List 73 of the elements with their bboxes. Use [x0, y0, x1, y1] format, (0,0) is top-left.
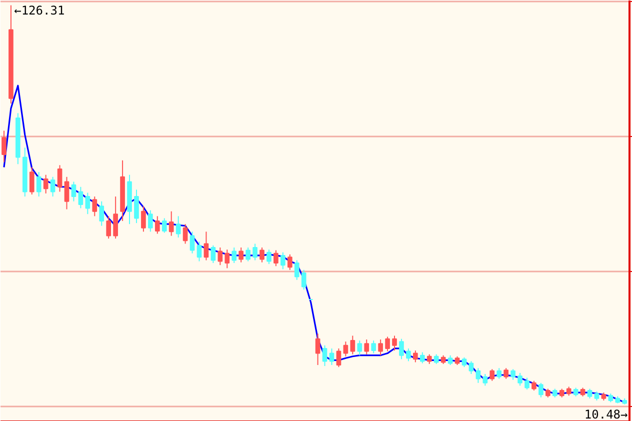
candlestick — [141, 206, 146, 232]
candlestick — [468, 360, 474, 374]
candlestick — [218, 247, 223, 266]
candlestick — [204, 231, 209, 261]
candlestick — [406, 348, 411, 362]
candlestick — [420, 352, 425, 364]
candlestick — [322, 344, 328, 367]
candlestick — [260, 247, 264, 263]
candlestick — [29, 166, 34, 195]
candlestick — [482, 373, 488, 386]
candlestick — [64, 176, 70, 210]
candlestick — [532, 380, 536, 391]
candlestick — [99, 200, 104, 226]
candlestick — [196, 241, 202, 262]
candlestick — [538, 382, 544, 398]
candlestick — [329, 348, 334, 366]
candlestick — [148, 210, 153, 232]
candlestick — [274, 250, 278, 267]
candlestick — [43, 174, 48, 194]
candlestick — [134, 189, 139, 224]
candlestick — [224, 249, 230, 269]
candlestick — [92, 196, 98, 217]
candlestick — [246, 247, 250, 262]
candlestick — [399, 338, 404, 360]
candlestick — [162, 218, 167, 234]
candlestick — [364, 339, 370, 355]
candlestick — [280, 252, 286, 270]
candlestick — [190, 231, 195, 254]
candlestick — [371, 340, 376, 354]
candlestick — [504, 368, 508, 380]
candlestick — [496, 368, 502, 380]
candlestick — [524, 377, 530, 390]
candlestick — [315, 333, 320, 366]
candlestick — [476, 368, 481, 384]
candlestick — [518, 372, 522, 386]
candlestick — [385, 336, 390, 352]
candlestick — [357, 340, 362, 356]
candlestick — [2, 130, 6, 163]
candlestick — [510, 368, 516, 380]
candlestick — [287, 254, 292, 270]
candlestick — [71, 181, 76, 202]
candlestick — [434, 354, 439, 364]
candlestick — [210, 244, 216, 264]
annotation: 10.48→ — [584, 407, 628, 421]
candlestick — [490, 368, 495, 382]
candlestick — [78, 186, 84, 209]
candlestick — [378, 339, 383, 356]
candlestick — [413, 350, 418, 363]
candlestick — [85, 192, 90, 215]
candlestick — [343, 341, 348, 357]
candlestick — [587, 388, 592, 399]
candlestick — [426, 354, 432, 364]
candlestick — [168, 210, 174, 236]
candlestick — [266, 249, 272, 265]
candlestick — [176, 216, 181, 238]
candlestick — [252, 243, 258, 261]
candlestick — [448, 354, 453, 366]
candlestick — [462, 356, 467, 368]
candlestick — [154, 216, 160, 234]
annotation: ←126.31 — [14, 4, 65, 18]
candlestick — [350, 335, 356, 355]
candlestick — [301, 269, 306, 290]
candlestick — [238, 247, 244, 263]
candlestick — [392, 335, 397, 352]
candlestick — [57, 164, 62, 192]
candlestick — [182, 224, 188, 244]
candlestick — [50, 176, 56, 198]
candlestick — [36, 172, 42, 198]
candlestick — [232, 247, 237, 264]
candlestick — [294, 260, 300, 280]
candlestick — [106, 216, 112, 240]
candlestick — [336, 348, 342, 368]
candlestick — [113, 196, 118, 240]
